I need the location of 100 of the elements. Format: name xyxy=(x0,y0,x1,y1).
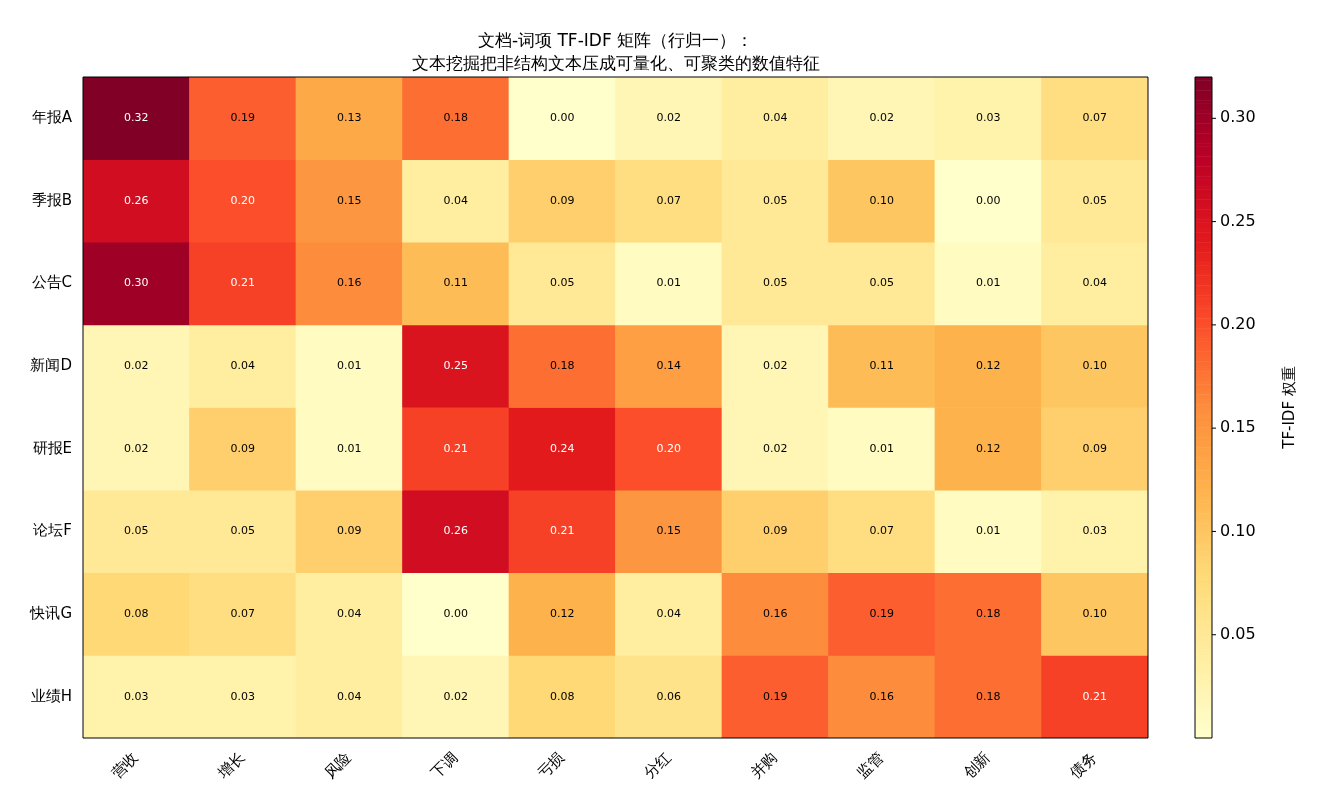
data-label: 0.03 xyxy=(1082,524,1107,538)
data-label: 0.16 xyxy=(763,606,788,620)
data-label: 0.12 xyxy=(976,359,1001,373)
x-tick-label: 分红 xyxy=(640,748,675,783)
data-label: 0.18 xyxy=(976,689,1001,703)
data-label: 0.19 xyxy=(230,111,255,125)
data-label: 0.04 xyxy=(763,111,788,125)
data-label: 0.01 xyxy=(976,276,1001,290)
y-tick-label: 新闻D xyxy=(30,356,72,375)
data-label: 0.20 xyxy=(656,441,681,455)
data-label: 0.15 xyxy=(656,524,681,538)
data-label: 0.01 xyxy=(337,359,362,373)
data-label: 0.32 xyxy=(124,111,149,125)
data-label: 0.19 xyxy=(763,689,788,703)
data-label: 0.00 xyxy=(443,606,468,620)
data-label: 0.05 xyxy=(1082,193,1107,207)
data-label: 0.16 xyxy=(869,689,894,703)
data-label: 0.02 xyxy=(763,441,788,455)
data-label: 0.09 xyxy=(337,524,362,538)
data-label: 0.08 xyxy=(124,606,149,620)
color-bar-label: 0.15 xyxy=(1220,417,1256,437)
data-label: 0.03 xyxy=(976,111,1001,125)
x-tick-label: 下调 xyxy=(427,748,462,783)
data-label: 0.21 xyxy=(443,441,468,455)
x-tick-label: 监管 xyxy=(853,748,888,783)
data-label: 0.05 xyxy=(124,524,149,538)
data-label: 0.02 xyxy=(763,359,788,373)
data-label: 0.11 xyxy=(443,276,468,290)
data-label: 0.19 xyxy=(869,606,894,620)
data-label: 0.02 xyxy=(869,111,894,125)
color-bar-label: 0.10 xyxy=(1220,520,1256,540)
data-label: 0.15 xyxy=(337,193,362,207)
x-tick-label: 营收 xyxy=(107,748,142,783)
chart-title: 文档-词项 TF-IDF 矩阵（行归一）： xyxy=(477,30,754,50)
data-label: 0.05 xyxy=(763,193,788,207)
x-tick-label: 并购 xyxy=(746,748,781,783)
data-label: 0.21 xyxy=(1082,689,1107,703)
y-tick-label: 季报B xyxy=(31,190,72,209)
data-label: 0.24 xyxy=(550,441,575,455)
data-label: 0.10 xyxy=(869,193,894,207)
data-label: 0.12 xyxy=(550,606,575,620)
data-label: 0.21 xyxy=(230,276,255,290)
data-label: 0.01 xyxy=(337,441,362,455)
data-label: 0.16 xyxy=(337,276,362,290)
data-label: 0.00 xyxy=(976,193,1001,207)
y-tick-label: 研报E xyxy=(32,438,72,457)
data-label: 0.07 xyxy=(230,606,255,620)
data-label: 0.13 xyxy=(337,111,362,125)
data-label: 0.04 xyxy=(337,689,362,703)
x-tick-label: 债务 xyxy=(1066,748,1101,783)
data-label: 0.01 xyxy=(976,524,1001,538)
data-label: 0.04 xyxy=(443,193,468,207)
x-tick-label: 亏损 xyxy=(533,748,568,783)
x-tick-label: 创新 xyxy=(959,748,994,783)
data-label: 0.05 xyxy=(763,276,788,290)
data-label: 0.09 xyxy=(550,193,575,207)
data-label: 0.02 xyxy=(124,441,149,455)
x-tick-label: 风险 xyxy=(320,748,355,783)
color-bar-label: 0.05 xyxy=(1220,623,1256,643)
chart-subtitle: 文本挖掘把非结构文本压成可量化、可聚类的数值特征 xyxy=(411,53,820,73)
color-bar-title: TF-IDF 权重 xyxy=(1279,366,1298,450)
data-label: 0.25 xyxy=(443,359,468,373)
data-label: 0.02 xyxy=(124,359,149,373)
data-label: 0.14 xyxy=(656,359,681,373)
data-label: 0.09 xyxy=(230,441,255,455)
data-label: 0.01 xyxy=(869,441,894,455)
data-label: 0.05 xyxy=(550,276,575,290)
data-label: 0.03 xyxy=(124,689,149,703)
data-label: 0.07 xyxy=(1082,111,1107,125)
data-label: 0.02 xyxy=(656,111,681,125)
y-tick-label: 年报A xyxy=(31,108,73,127)
data-label: 0.18 xyxy=(976,606,1001,620)
data-label: 0.26 xyxy=(443,524,468,538)
data-label: 0.05 xyxy=(869,276,894,290)
data-label: 0.00 xyxy=(550,111,575,125)
data-label: 0.10 xyxy=(1082,359,1107,373)
y-tick-label: 公告C xyxy=(31,273,72,292)
data-label: 0.11 xyxy=(869,359,894,373)
data-label: 0.18 xyxy=(443,111,468,125)
color-bar-label: 0.30 xyxy=(1220,107,1256,127)
data-label: 0.04 xyxy=(656,606,681,620)
data-label: 0.08 xyxy=(550,689,575,703)
data-label: 0.02 xyxy=(443,689,468,703)
data-label: 0.07 xyxy=(656,193,681,207)
y-tick-label: 论坛F xyxy=(33,521,72,540)
y-tick-label: 业绩H xyxy=(30,686,72,705)
data-label: 0.26 xyxy=(124,193,149,207)
data-label: 0.06 xyxy=(656,689,681,703)
data-label: 0.05 xyxy=(230,524,255,538)
data-label: 0.18 xyxy=(550,359,575,373)
data-label: 0.30 xyxy=(124,276,149,290)
y-tick-label: 快讯G xyxy=(29,603,72,622)
data-label: 0.07 xyxy=(869,524,894,538)
color-bar-label: 0.25 xyxy=(1220,210,1256,230)
data-label: 0.04 xyxy=(230,359,255,373)
color-bar-label: 0.20 xyxy=(1220,314,1256,334)
data-label: 0.21 xyxy=(550,524,575,538)
data-label: 0.04 xyxy=(337,606,362,620)
data-label: 0.09 xyxy=(1082,441,1107,455)
x-tick-label: 增长 xyxy=(213,748,249,783)
